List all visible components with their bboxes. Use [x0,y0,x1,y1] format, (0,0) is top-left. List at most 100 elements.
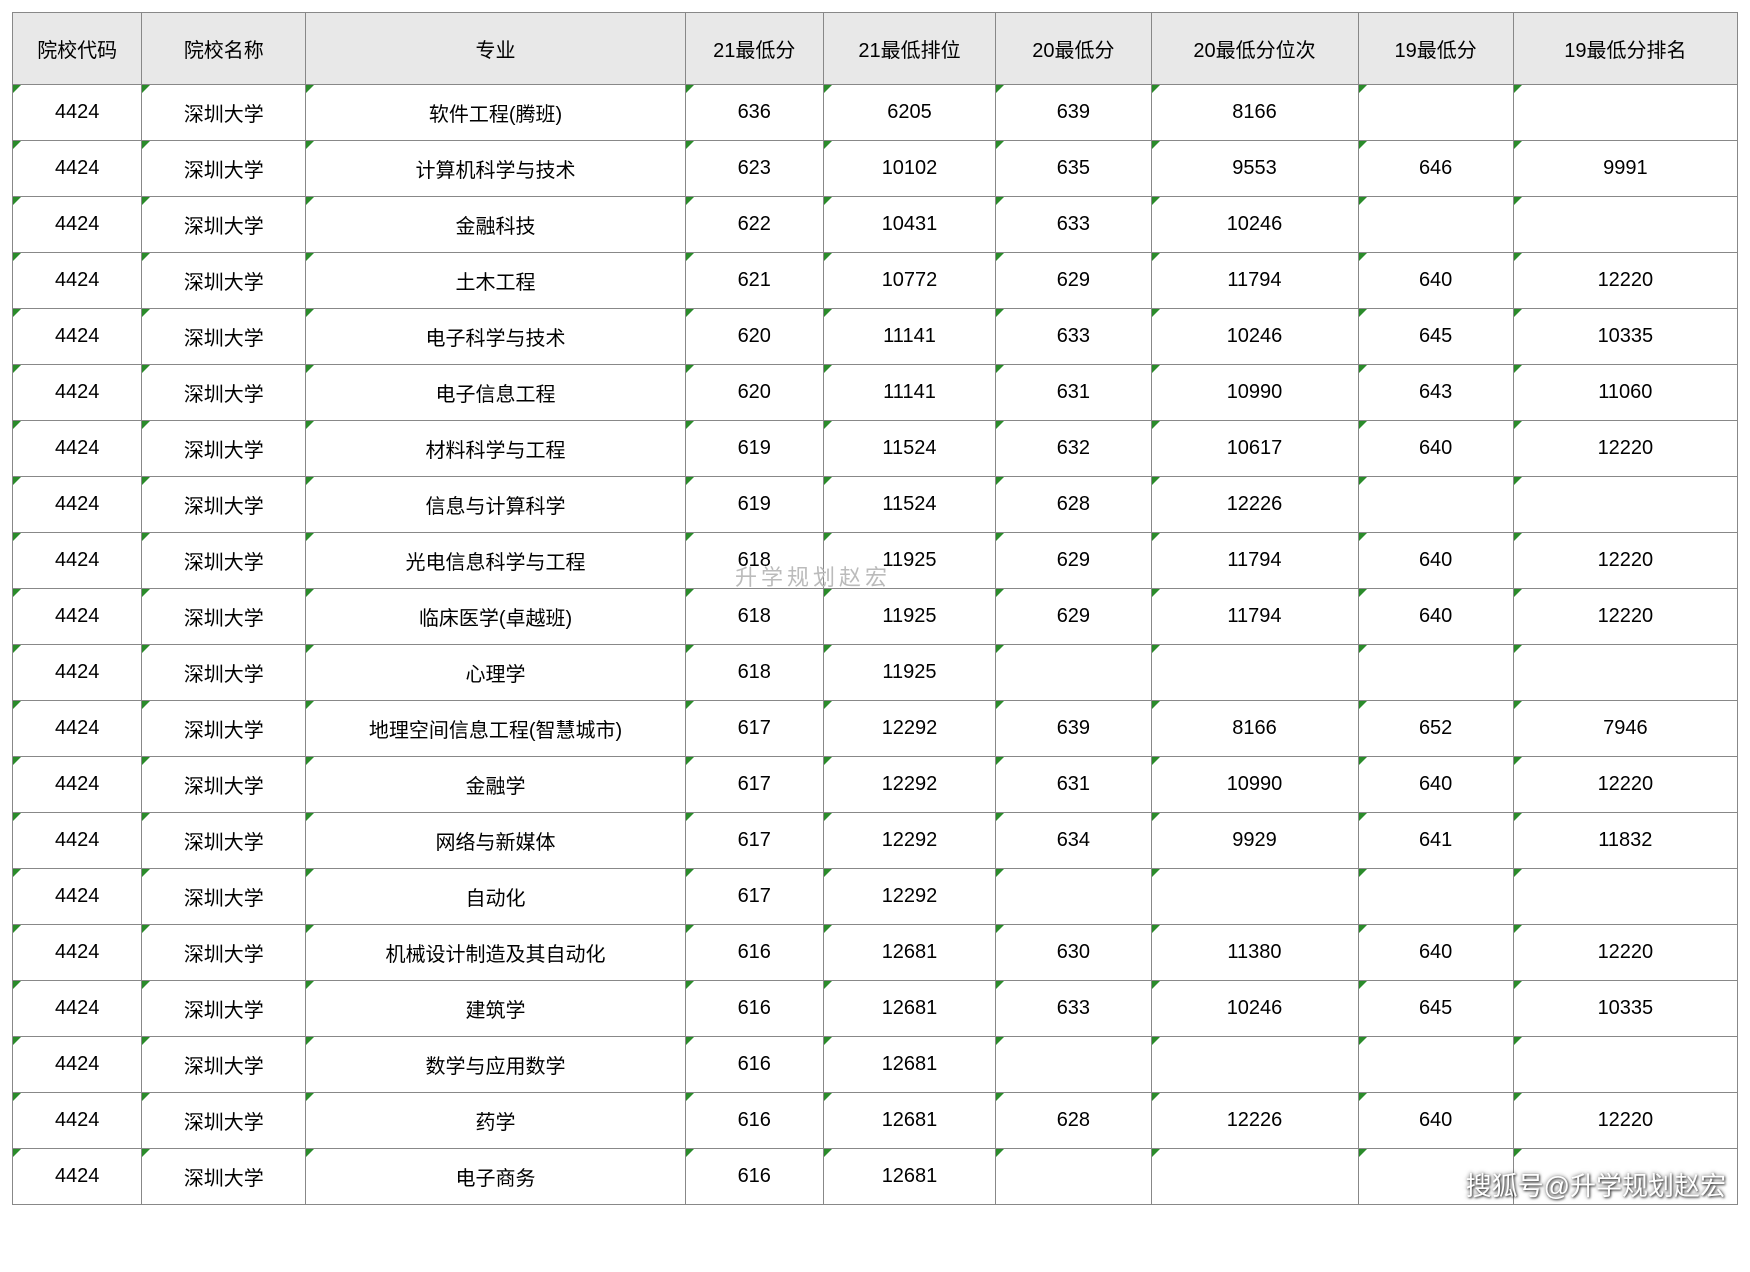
cell-r19: 9991 [1513,141,1737,197]
table-row: 4424深圳大学自动化61712292 [13,869,1738,925]
cell-major: 光电信息科学与工程 [306,533,686,589]
cell-r20 [1151,645,1358,701]
cell-s20: 635 [996,141,1151,197]
cell-r21: 12292 [823,701,996,757]
cell-s21: 617 [685,701,823,757]
cell-major: 药学 [306,1093,686,1149]
cell-s21: 619 [685,421,823,477]
cell-s21: 620 [685,309,823,365]
cell-r20: 12226 [1151,477,1358,533]
cell-r21: 11524 [823,477,996,533]
cell-s19 [1358,197,1513,253]
cell-s19: 640 [1358,1093,1513,1149]
cell-r19: 12220 [1513,925,1737,981]
cell-school: 深圳大学 [142,701,306,757]
cell-s19: 640 [1358,533,1513,589]
cell-s21: 618 [685,589,823,645]
cell-r21: 10431 [823,197,996,253]
cell-code: 4424 [13,197,142,253]
cell-major: 数学与应用数学 [306,1037,686,1093]
table-row: 4424深圳大学临床医学(卓越班)61811925629117946401222… [13,589,1738,645]
table-row: 4424深圳大学心理学61811925 [13,645,1738,701]
cell-school: 深圳大学 [142,85,306,141]
cell-r20: 11794 [1151,533,1358,589]
cell-r21: 12292 [823,757,996,813]
cell-r21: 12292 [823,813,996,869]
table-row: 4424深圳大学数学与应用数学61612681 [13,1037,1738,1093]
cell-code: 4424 [13,533,142,589]
cell-code: 4424 [13,813,142,869]
cell-r20 [1151,1149,1358,1205]
cell-s19: 646 [1358,141,1513,197]
cell-r19 [1513,1037,1737,1093]
cell-r21: 12681 [823,925,996,981]
cell-r19 [1513,85,1737,141]
cell-major: 心理学 [306,645,686,701]
col-header-s20: 20最低分 [996,13,1151,85]
cell-s20: 630 [996,925,1151,981]
cell-s20: 634 [996,813,1151,869]
cell-s20: 631 [996,757,1151,813]
cell-s20 [996,645,1151,701]
cell-school: 深圳大学 [142,925,306,981]
cell-s20: 629 [996,253,1151,309]
cell-s20: 633 [996,309,1151,365]
cell-r21: 12681 [823,1037,996,1093]
cell-r19 [1513,477,1737,533]
cell-s20: 633 [996,197,1151,253]
cell-code: 4424 [13,757,142,813]
cell-r19: 12220 [1513,757,1737,813]
cell-major: 临床医学(卓越班) [306,589,686,645]
cell-s20: 632 [996,421,1151,477]
cell-r21: 11925 [823,645,996,701]
cell-school: 深圳大学 [142,869,306,925]
cell-s21: 617 [685,757,823,813]
cell-school: 深圳大学 [142,197,306,253]
cell-s19: 643 [1358,365,1513,421]
cell-major: 信息与计算科学 [306,477,686,533]
cell-s19: 640 [1358,421,1513,477]
cell-code: 4424 [13,477,142,533]
cell-r20 [1151,1037,1358,1093]
cell-s21: 618 [685,645,823,701]
cell-major: 自动化 [306,869,686,925]
cell-r21: 6205 [823,85,996,141]
cell-major: 建筑学 [306,981,686,1037]
cell-r20: 10617 [1151,421,1358,477]
cell-s21: 636 [685,85,823,141]
cell-r19: 10335 [1513,309,1737,365]
col-header-school: 院校名称 [142,13,306,85]
cell-r20: 8166 [1151,85,1358,141]
cell-r21: 12292 [823,869,996,925]
cell-s19: 645 [1358,309,1513,365]
cell-s20: 629 [996,533,1151,589]
cell-s19 [1358,1149,1513,1205]
cell-school: 深圳大学 [142,309,306,365]
cell-school: 深圳大学 [142,1037,306,1093]
cell-major: 计算机科学与技术 [306,141,686,197]
cell-r19 [1513,869,1737,925]
cell-s19 [1358,477,1513,533]
cell-s21: 616 [685,1149,823,1205]
cell-school: 深圳大学 [142,141,306,197]
cell-r21: 10102 [823,141,996,197]
cell-s21: 619 [685,477,823,533]
cell-s21: 618 [685,533,823,589]
cell-r20 [1151,869,1358,925]
col-header-major: 专业 [306,13,686,85]
cell-school: 深圳大学 [142,421,306,477]
table-row: 4424深圳大学金融学617122926311099064012220 [13,757,1738,813]
cell-school: 深圳大学 [142,645,306,701]
cell-s20: 628 [996,1093,1151,1149]
cell-s21: 620 [685,365,823,421]
table-row: 4424深圳大学机械设计制造及其自动化616126816301138064012… [13,925,1738,981]
cell-r20: 10246 [1151,981,1358,1037]
cell-r19: 12220 [1513,533,1737,589]
table-row: 4424深圳大学地理空间信息工程(智慧城市)617122926398166652… [13,701,1738,757]
cell-school: 深圳大学 [142,365,306,421]
cell-s21: 622 [685,197,823,253]
admissions-table: 院校代码院校名称专业21最低分21最低排位20最低分20最低分位次19最低分19… [12,12,1738,1205]
cell-r20: 11794 [1151,253,1358,309]
cell-code: 4424 [13,253,142,309]
cell-r21: 11141 [823,365,996,421]
